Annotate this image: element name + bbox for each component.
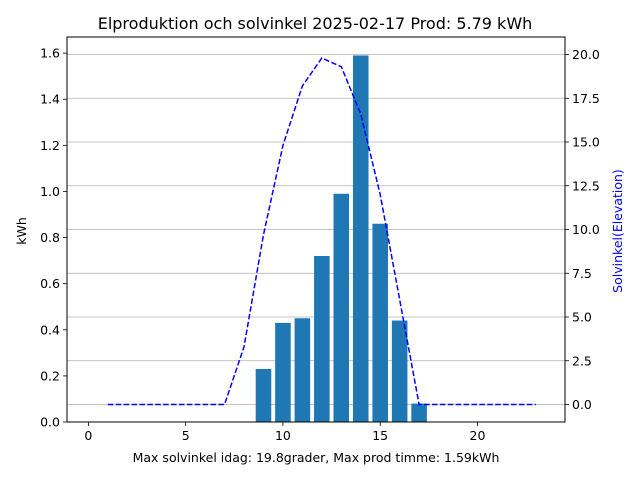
y2-tick-label-5: 12.5 bbox=[572, 178, 600, 193]
x-axis-label: Max solvinkel idag: 19.8grader, Max prod… bbox=[133, 450, 500, 465]
y2-tick-label-3: 7.5 bbox=[572, 266, 592, 281]
y-tick-label-7: 1.4 bbox=[40, 92, 60, 107]
y-tick-label-5: 1.0 bbox=[40, 184, 60, 199]
y2-tick-label-8: 20.0 bbox=[572, 47, 600, 62]
y-tick-label-1: 0.2 bbox=[40, 368, 60, 383]
y-tick-label-2: 0.4 bbox=[40, 322, 60, 337]
x-tick-label-20: 20 bbox=[470, 428, 486, 443]
bar-hour-17 bbox=[411, 403, 427, 422]
y2-axis-ticks: 0.0 2.5 5.0 7.5 10.0 12.5 15.0 17.5 20.0 bbox=[565, 47, 600, 412]
bar-hour-16 bbox=[391, 320, 408, 422]
y2-tick-label-6: 15.0 bbox=[572, 135, 600, 150]
y-tick-label-3: 0.6 bbox=[40, 276, 60, 291]
bar-hour-11 bbox=[294, 318, 311, 422]
y2-tick-label-0: 0.0 bbox=[572, 397, 592, 412]
y2-tick-label-7: 17.5 bbox=[572, 91, 600, 106]
bar-hour-14 bbox=[352, 55, 369, 422]
bar-hour-9 bbox=[255, 368, 272, 422]
y2-axis-label: Solvinkel(Elevation) bbox=[610, 169, 625, 293]
x-tick-label-0: 0 bbox=[84, 428, 92, 443]
y-axis-label: kWh bbox=[14, 217, 29, 245]
y-tick-label-8: 1.6 bbox=[40, 46, 60, 61]
y-axis-ticks: 0.0 0.2 0.4 0.6 0.8 1.0 1.2 1.4 1.6 bbox=[40, 46, 67, 430]
elevation-line bbox=[107, 57, 536, 406]
bar-hour-15 bbox=[372, 223, 388, 422]
bar-hour-10 bbox=[275, 322, 291, 422]
bar-hour-13 bbox=[333, 193, 350, 422]
chart-title: Elproduktion och solvinkel 2025-02-17 Pr… bbox=[98, 14, 533, 33]
bar-series bbox=[255, 55, 427, 422]
y2-tick-label-2: 5.0 bbox=[572, 310, 592, 325]
y-tick-label-6: 1.2 bbox=[40, 138, 60, 153]
elevation-series bbox=[107, 57, 536, 406]
y2-tick-label-4: 10.0 bbox=[572, 222, 600, 237]
y-tick-label-0: 0.0 bbox=[40, 415, 60, 430]
x-axis-ticks: 0 5 10 15 20 bbox=[84, 422, 485, 443]
y-tick-label-4: 0.8 bbox=[40, 230, 60, 245]
bar-hour-12 bbox=[314, 256, 330, 422]
x-tick-label-5: 5 bbox=[182, 428, 190, 443]
grid-lines bbox=[67, 54, 565, 405]
x-tick-label-10: 10 bbox=[275, 428, 291, 443]
y2-tick-label-1: 2.5 bbox=[572, 353, 592, 368]
x-tick-label-15: 15 bbox=[372, 428, 388, 443]
